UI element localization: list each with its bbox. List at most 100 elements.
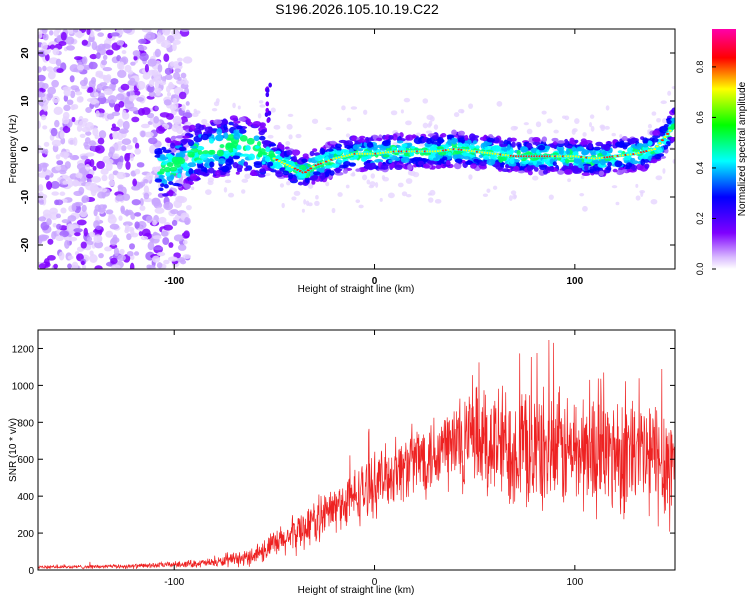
heat-cell bbox=[655, 175, 663, 181]
heat-cell bbox=[132, 137, 138, 144]
heat-cell bbox=[65, 36, 75, 45]
heat-cell bbox=[122, 120, 130, 130]
heat-cell bbox=[51, 79, 59, 88]
heat-cell bbox=[463, 156, 471, 160]
heat-cell bbox=[557, 170, 565, 175]
heat-cell bbox=[122, 29, 133, 34]
heat-cell bbox=[668, 129, 672, 132]
heat-cell bbox=[49, 207, 58, 215]
heat-cell bbox=[189, 173, 198, 181]
heat-cell bbox=[306, 169, 310, 172]
heat-cell bbox=[176, 57, 183, 62]
heat-cell bbox=[562, 115, 567, 119]
y-tick-label: 20 bbox=[20, 47, 31, 59]
heat-cell bbox=[359, 135, 366, 140]
heat-cell bbox=[88, 61, 98, 70]
heat-cell bbox=[89, 53, 98, 60]
heat-cell bbox=[253, 161, 263, 166]
heat-cell bbox=[76, 125, 83, 132]
heat-cell bbox=[315, 195, 319, 200]
heat-cell bbox=[98, 252, 104, 259]
heat-cell bbox=[85, 107, 92, 114]
heat-cell bbox=[523, 122, 529, 126]
heat-cell bbox=[81, 126, 91, 133]
heat-cell bbox=[590, 125, 595, 132]
heat-cell bbox=[112, 234, 118, 243]
heat-cell bbox=[355, 168, 361, 172]
heat-cell bbox=[172, 39, 181, 45]
heat-cell bbox=[319, 172, 326, 180]
heat-cell bbox=[155, 126, 166, 134]
heat-cell bbox=[286, 149, 293, 156]
heat-cell bbox=[331, 207, 336, 214]
heat-cell bbox=[405, 120, 412, 126]
heat-cell bbox=[237, 105, 241, 110]
heat-cell bbox=[47, 70, 56, 80]
colorbar-label: Normalized spectral amplitude bbox=[737, 81, 748, 216]
heat-cell bbox=[177, 168, 183, 174]
heat-cell bbox=[304, 178, 310, 183]
heat-cell bbox=[252, 120, 262, 127]
heat-cell bbox=[510, 190, 517, 195]
y-tick-label: 0 bbox=[20, 146, 31, 152]
heat-cell bbox=[397, 182, 404, 188]
y-tick-label: 1200 bbox=[12, 344, 35, 355]
heat-cell bbox=[90, 182, 99, 192]
heat-cell bbox=[121, 109, 127, 117]
heat-cell bbox=[110, 257, 118, 265]
heat-cell bbox=[662, 168, 666, 174]
heat-cell bbox=[355, 199, 361, 204]
heat-cell bbox=[417, 160, 425, 166]
heat-cell bbox=[183, 230, 190, 239]
heat-cell bbox=[46, 66, 54, 72]
heat-cell bbox=[172, 182, 181, 187]
heat-cell bbox=[90, 77, 97, 85]
heat-cell bbox=[509, 157, 515, 165]
heat-cell bbox=[305, 200, 310, 206]
heat-cell bbox=[358, 204, 364, 209]
heat-cell bbox=[275, 162, 281, 170]
heat-cell bbox=[189, 124, 196, 132]
heat-cell bbox=[545, 166, 555, 171]
heat-cell bbox=[157, 171, 163, 175]
heat-cell bbox=[127, 70, 134, 75]
heat-cell bbox=[513, 194, 517, 199]
heat-cell bbox=[571, 128, 576, 135]
heat-cell bbox=[183, 139, 193, 143]
heat-cell bbox=[38, 31, 43, 40]
heat-cell bbox=[235, 171, 240, 175]
heat-cell bbox=[47, 238, 54, 245]
heat-cell bbox=[249, 171, 258, 177]
heat-cell bbox=[155, 90, 161, 96]
heat-cell bbox=[51, 139, 62, 147]
heat-cell bbox=[42, 162, 48, 172]
heat-cell bbox=[69, 75, 75, 83]
heat-cell bbox=[574, 118, 580, 124]
heat-cell bbox=[168, 81, 174, 90]
y-tick-label: -10 bbox=[20, 189, 31, 204]
heat-cell bbox=[154, 207, 165, 214]
heat-cell bbox=[94, 241, 104, 249]
heat-cell bbox=[180, 259, 187, 265]
heat-cell bbox=[492, 185, 498, 190]
heat-cell bbox=[66, 223, 74, 232]
heat-cell bbox=[67, 29, 74, 35]
colorbar-tick-label: 0.2 bbox=[695, 212, 705, 225]
heat-cell bbox=[213, 119, 223, 125]
heat-cell bbox=[75, 91, 83, 96]
heat-cell bbox=[102, 54, 108, 61]
heat-cell bbox=[394, 164, 403, 170]
heat-cell bbox=[630, 160, 639, 165]
heat-cell bbox=[44, 169, 52, 176]
heat-cell bbox=[143, 179, 149, 184]
heat-cell bbox=[86, 29, 91, 36]
heat-cell bbox=[56, 223, 62, 230]
heat-cell bbox=[635, 183, 639, 188]
heat-cell bbox=[134, 221, 140, 229]
heat-cell bbox=[160, 230, 169, 237]
heat-cell bbox=[311, 180, 316, 185]
heat-cell bbox=[489, 154, 498, 160]
heat-cell bbox=[176, 125, 184, 135]
heat-cell bbox=[83, 227, 88, 237]
heat-cell bbox=[188, 168, 194, 175]
